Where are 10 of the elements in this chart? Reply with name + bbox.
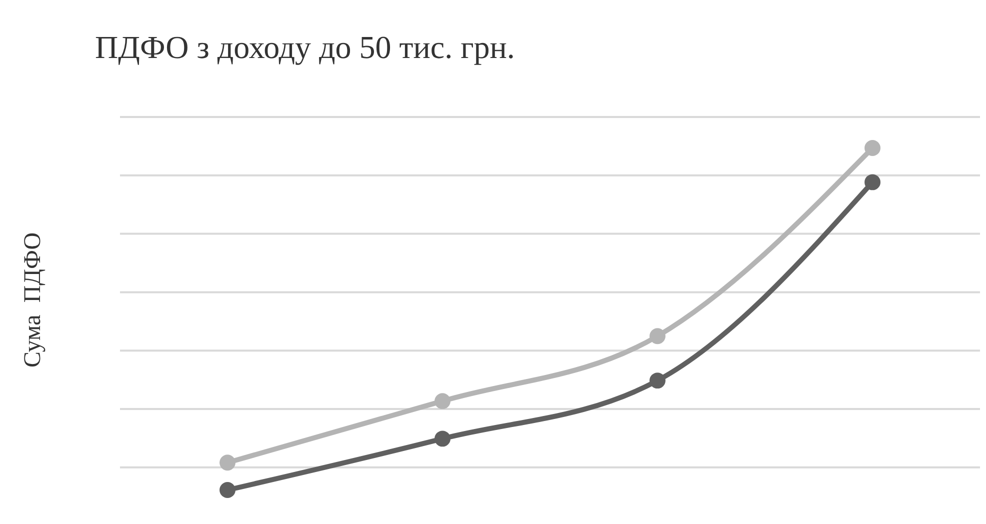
point [220,454,236,471]
point [650,328,666,344]
chart-title: ПДФО з доходу до 50 тис. грн. [95,29,515,65]
point [220,482,236,498]
point [650,372,666,389]
point [434,393,450,410]
point [864,174,880,190]
point [864,140,880,156]
y-axis-title: Сума ПДФО [20,232,46,368]
point [434,430,450,447]
